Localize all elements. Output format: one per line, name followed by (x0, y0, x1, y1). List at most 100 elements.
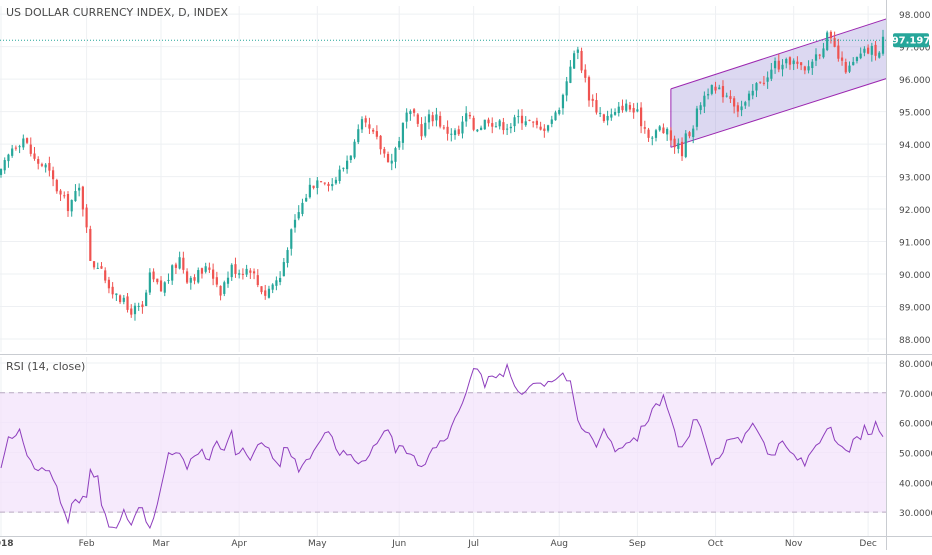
candle-body (744, 102, 747, 106)
candle (800, 61, 803, 71)
candle (453, 128, 457, 140)
candle (368, 117, 371, 134)
candle-body (453, 130, 457, 136)
candle-body (141, 304, 144, 308)
channel-lower-line (670, 78, 886, 148)
candle (137, 302, 140, 311)
candle (744, 100, 747, 109)
candle (550, 115, 553, 128)
candle-body (92, 261, 96, 268)
candle (617, 101, 620, 117)
candle-body (18, 146, 21, 148)
candle-body (773, 60, 777, 69)
candle-body (104, 270, 107, 281)
candle-body (662, 127, 665, 134)
candle-body (353, 141, 356, 158)
candle (252, 268, 256, 280)
candle (44, 163, 47, 173)
candle-body (167, 279, 170, 281)
candle-body (874, 44, 877, 56)
candle (699, 102, 702, 115)
candle (599, 107, 602, 118)
x-tick-label: Jul (467, 539, 479, 549)
candle (706, 88, 710, 100)
candle-body (193, 277, 196, 281)
candle (14, 145, 17, 151)
candle-body (811, 61, 814, 69)
candle (506, 123, 509, 136)
candle-body (293, 219, 297, 228)
candle-body (881, 36, 885, 54)
candle-body (584, 69, 587, 78)
candle-body (677, 143, 680, 149)
candle (312, 185, 315, 190)
candle (613, 108, 617, 116)
candle (390, 153, 393, 171)
candle-body (386, 153, 390, 163)
candle (349, 155, 352, 163)
candle-body (848, 65, 851, 72)
rsi-tick-label: 70.0000 (899, 390, 932, 400)
candle (364, 115, 367, 128)
candle-body (569, 66, 572, 83)
candle (409, 109, 412, 121)
candle-body (14, 147, 17, 149)
candle-body (565, 81, 568, 96)
candle (684, 130, 687, 159)
x-tick-label: Mar (153, 539, 170, 549)
candle-body (11, 148, 14, 156)
candle (528, 119, 531, 122)
candle-body (658, 126, 661, 131)
candle-body (107, 279, 111, 289)
candle-body (197, 270, 200, 283)
candle-body (48, 162, 51, 171)
candle (848, 61, 851, 74)
candle-body (837, 45, 840, 59)
candle-body (483, 119, 486, 130)
candle (829, 30, 832, 44)
candle-body (420, 124, 423, 137)
candle (476, 128, 479, 133)
candle (773, 57, 777, 74)
candle (290, 228, 293, 256)
candle (628, 101, 632, 113)
candle (226, 271, 230, 288)
candle (141, 300, 144, 314)
candles-layer (0, 29, 885, 321)
candle (282, 258, 285, 277)
price-tick-label: 98.000 (899, 11, 931, 21)
candle-body (212, 269, 215, 279)
candle (59, 189, 62, 201)
candle-body (643, 127, 646, 129)
candle (509, 123, 512, 134)
candle-body (755, 83, 758, 91)
candle-body (338, 169, 341, 181)
candle (725, 92, 728, 98)
candle-body (78, 187, 81, 191)
candle-body (252, 271, 256, 274)
candle (468, 111, 472, 120)
candle-body (558, 110, 561, 114)
candle (457, 125, 460, 136)
candle-body (130, 308, 133, 315)
candle (264, 284, 267, 300)
candle-body (550, 119, 553, 124)
candle-body (401, 122, 405, 143)
candle-body (118, 295, 122, 303)
candle (807, 60, 810, 74)
candle (249, 268, 252, 280)
candle (379, 134, 382, 155)
candle-body (576, 49, 579, 53)
candle-body (159, 280, 163, 292)
candle-body (714, 86, 717, 91)
rsi-title: RSI (14, close) (6, 360, 85, 373)
candle-body (587, 77, 591, 101)
candle-body (152, 271, 155, 280)
candle (353, 139, 356, 160)
candle-body (383, 149, 386, 154)
candle (11, 144, 14, 158)
candle (826, 30, 829, 52)
candle-body (189, 277, 192, 283)
candle-body (468, 114, 472, 117)
